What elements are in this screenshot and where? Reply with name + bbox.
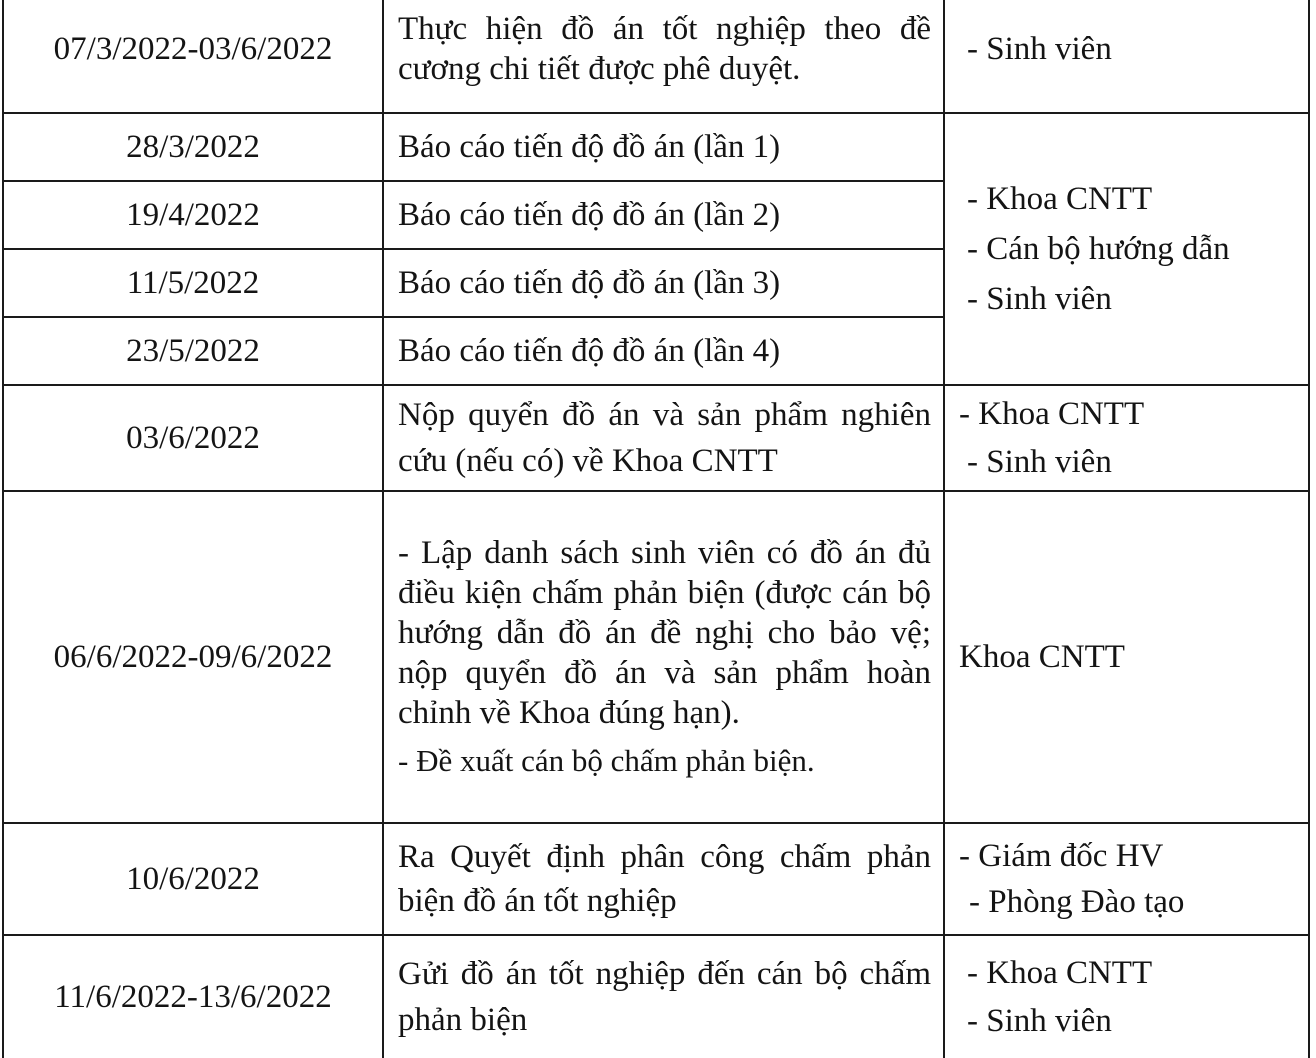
responsible-line: - Phòng Đào tạo	[969, 884, 1185, 920]
date-cell: 11/6/2022-13/6/2022	[2, 934, 384, 1058]
table-row: 28/3/2022 Báo cáo tiến độ đồ án (lần 1) …	[2, 112, 1310, 386]
task-cell: - Lập danh sách sinh viên có đồ án đủ đi…	[382, 490, 945, 824]
task-cell: Báo cáo tiến độ đồ án (lần 2)	[382, 180, 945, 250]
task-cell: Báo cáo tiến độ đồ án (lần 3)	[382, 248, 945, 318]
responsible-line: - Khoa CNTT	[967, 955, 1153, 991]
date-cell: 11/5/2022	[2, 248, 384, 318]
responsible-cell: Khoa CNTT	[943, 490, 1310, 824]
table-row: 23/5/2022 Báo cáo tiến độ đồ án (lần 4)	[2, 316, 1309, 386]
task-text: - Lập danh sách sinh viên có đồ án đủ đi…	[398, 535, 931, 731]
task-text: Ra Quyết định phân công chấm phản biện đ…	[398, 839, 931, 919]
date-cell: 28/3/2022	[2, 112, 384, 182]
task-cell: Báo cáo tiến độ đồ án (lần 4)	[382, 316, 945, 386]
task-text: - Đề xuất cán bộ chấm phản biện.	[398, 743, 815, 778]
responsible-line: - Khoa CNTT	[967, 181, 1153, 217]
responsible-line: - Sinh viên	[967, 444, 1112, 480]
responsible-line: Khoa CNTT	[959, 639, 1125, 675]
table-row: 06/6/2022-09/6/2022 - Lập danh sách sinh…	[2, 490, 1310, 824]
date-cell: 10/6/2022	[2, 822, 384, 936]
responsible-cell: - Khoa CNTT - Sinh viên	[943, 934, 1310, 1058]
task-cell: Ra Quyết định phân công chấm phản biện đ…	[382, 822, 945, 936]
responsible-line: - Cán bộ hướng dẫn	[967, 231, 1230, 267]
task-text: Báo cáo tiến độ đồ án (lần 3)	[398, 265, 781, 301]
responsible-line: - Khoa CNTT	[959, 396, 1145, 432]
responsible-line: - Giám đốc HV	[959, 838, 1164, 874]
task-text: Báo cáo tiến độ đồ án (lần 1)	[398, 129, 781, 165]
task-text: Gửi đồ án tốt nghiệp đến cán bộ chấm phả…	[398, 956, 931, 1038]
date-cell: 03/6/2022	[2, 384, 384, 492]
date-cell: 06/6/2022-09/6/2022	[2, 490, 384, 824]
table-row: 19/4/2022 Báo cáo tiến độ đồ án (lần 2)	[2, 180, 1309, 250]
responsible-line: - Sinh viên	[967, 281, 1112, 317]
responsible-line: - Sinh viên	[967, 1003, 1112, 1039]
date-cell: 19/4/2022	[2, 180, 384, 250]
task-cell: Nộp quyển đồ án và sản phẩm nghiên cứu (…	[382, 384, 945, 492]
table-row: 11/5/2022 Báo cáo tiến độ đồ án (lần 3)	[2, 248, 1309, 318]
responsible-cell: - Khoa CNTT - Sinh viên	[943, 384, 1310, 492]
table-row: 11/6/2022-13/6/2022 Gửi đồ án tốt nghiệp…	[2, 934, 1310, 1058]
task-cell: Thực hiện đồ án tốt nghiệp theo đề cương…	[382, 0, 945, 114]
date-cell: 23/5/2022	[2, 316, 384, 386]
task-text: Nộp quyển đồ án và sản phẩm nghiên cứu (…	[398, 397, 931, 479]
table-row: 07/3/2022-03/6/2022 Thực hiện đồ án tốt …	[2, 0, 1310, 114]
table-row: 10/6/2022 Ra Quyết định phân công chấm p…	[2, 822, 1310, 936]
table-row: 03/6/2022 Nộp quyển đồ án và sản phẩm ng…	[2, 384, 1310, 492]
responsible-cell: - Khoa CNTT - Cán bộ hướng dẫn - Sinh vi…	[943, 112, 1310, 386]
task-text: Báo cáo tiến độ đồ án (lần 2)	[398, 197, 781, 233]
task-text: Báo cáo tiến độ đồ án (lần 4)	[398, 333, 781, 369]
responsible-cell: - Giám đốc HV - Phòng Đào tạo	[943, 822, 1310, 936]
task-cell: Báo cáo tiến độ đồ án (lần 1)	[382, 112, 945, 182]
task-cell: Gửi đồ án tốt nghiệp đến cán bộ chấm phả…	[382, 934, 945, 1058]
task-text: Thực hiện đồ án tốt nghiệp theo đề cương…	[398, 11, 931, 87]
responsible-cell: - Sinh viên	[943, 0, 1310, 114]
date-cell: 07/3/2022-03/6/2022	[2, 0, 384, 114]
responsible-line: - Sinh viên	[967, 31, 1112, 67]
